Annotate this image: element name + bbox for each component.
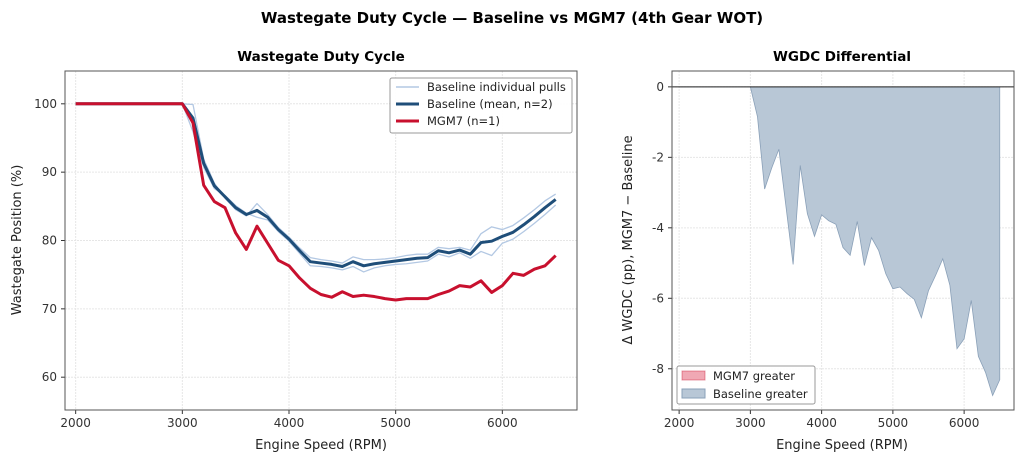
left-y-tick-label: 80 <box>42 234 57 248</box>
left-x-tick-label: 2000 <box>60 416 91 430</box>
legend-swatch-baseline-greater <box>681 388 706 399</box>
legend-label-baseline-greater: Baseline greater <box>713 387 808 401</box>
left-chart: 2000 3000 4000 5000 6000 60 70 80 90 100 <box>34 70 578 430</box>
left-legend: Baseline individual pulls Baseline (mean… <box>389 77 573 134</box>
right-x-tick-label: 6000 <box>949 416 980 430</box>
left-y-tick-label: 100 <box>34 97 57 111</box>
right-x-tick-label: 2000 <box>664 416 695 430</box>
left-axes-frame <box>64 70 578 411</box>
right-x-axis-label: Engine Speed (RPM) <box>776 438 908 453</box>
baseline-greater-area <box>679 86 1001 397</box>
right-legend: MGM7 greater Baseline greater <box>676 365 816 405</box>
figure-title: Wastegate Duty Cycle — Baseline vs MGM7 … <box>261 9 763 27</box>
right-x-tick-label: 4000 <box>806 416 837 430</box>
legend-label-pulls: Baseline individual pulls <box>427 80 566 94</box>
left-y-tick-label: 90 <box>42 165 57 179</box>
left-x-axis-label: Engine Speed (RPM) <box>255 438 387 453</box>
legend-label-mgm7: MGM7 (n=1) <box>427 114 500 128</box>
legend-label-mean: Baseline (mean, n=2) <box>427 97 553 111</box>
right-y-tick-label: -6 <box>652 291 664 305</box>
right-y-axis-label: Δ WGDC (pp), MGM7 − Baseline <box>621 135 636 344</box>
mgm7-line <box>75 102 557 302</box>
left-y-tick-label: 70 <box>42 302 57 316</box>
right-y-tick-label: -2 <box>652 150 664 164</box>
left-chart-title: Wastegate Duty Cycle <box>237 49 405 65</box>
right-y-tick-label: -4 <box>652 221 664 235</box>
left-x-tick-label: 4000 <box>274 416 305 430</box>
left-x-tick-label: 6000 <box>487 416 518 430</box>
right-chart: 2000 3000 4000 5000 6000 0 -2 -4 -6 -8 <box>652 70 1015 430</box>
right-y-tick-label: 0 <box>656 80 664 94</box>
right-x-tick-label: 5000 <box>878 416 909 430</box>
right-chart-title: WGDC Differential <box>773 49 911 65</box>
left-x-tick-label: 5000 <box>380 416 411 430</box>
left-y-axis-label: Wastegate Position (%) <box>10 165 25 316</box>
legend-label-mgm7-greater: MGM7 greater <box>713 369 795 383</box>
right-y-tick-label: -8 <box>652 362 664 376</box>
left-y-tick-label: 60 <box>42 370 57 384</box>
left-x-tick-label: 3000 <box>167 416 198 430</box>
right-x-tick-label: 3000 <box>735 416 766 430</box>
legend-swatch-mgm7-greater <box>681 370 706 381</box>
right-axes-frame <box>671 70 1015 411</box>
